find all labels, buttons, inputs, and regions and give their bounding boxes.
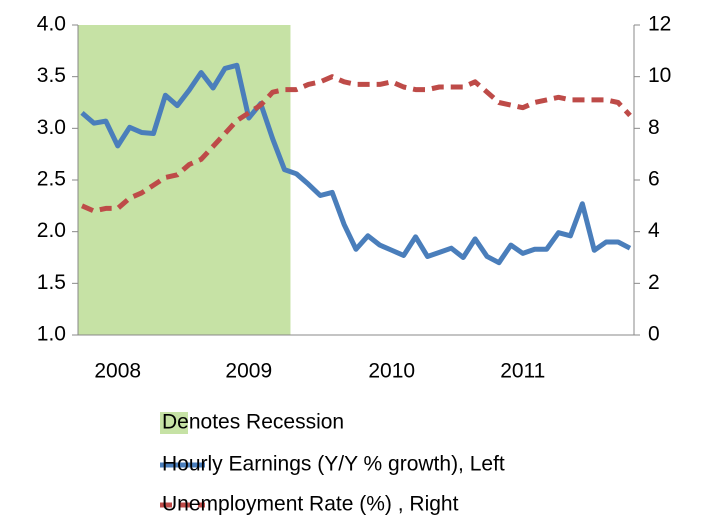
y2-tick-label: 2 bbox=[648, 271, 660, 294]
y-tick-label: 2.5 bbox=[37, 168, 66, 191]
legend-label: Hourly Earnings (Y/Y % growth), Left bbox=[162, 453, 505, 476]
x-tick-label: 2008 bbox=[94, 360, 141, 383]
y2-tick-label: 12 bbox=[648, 13, 671, 36]
recession-band bbox=[78, 25, 291, 335]
y-tick-label: 4.0 bbox=[37, 13, 66, 36]
y-tick-label: 1.0 bbox=[37, 323, 66, 346]
legend-label: Denotes Recession bbox=[162, 411, 344, 434]
legend-swatch bbox=[160, 412, 188, 434]
y-tick-label: 1.5 bbox=[37, 271, 66, 294]
y-tick-label: 2.0 bbox=[37, 219, 66, 242]
y2-tick-label: 6 bbox=[648, 168, 660, 191]
legend-label: Unemployment Rate (%) , Right bbox=[162, 493, 459, 516]
y2-tick-label: 4 bbox=[648, 219, 660, 242]
y-tick-label: 3.0 bbox=[37, 116, 66, 139]
y2-tick-label: 8 bbox=[648, 116, 660, 139]
y-tick-label: 3.5 bbox=[37, 64, 66, 87]
y2-tick-label: 10 bbox=[648, 64, 671, 87]
x-tick-label: 2009 bbox=[225, 360, 272, 383]
x-tick-label: 2011 bbox=[500, 360, 545, 383]
series-line bbox=[81, 74, 632, 214]
series-line bbox=[80, 62, 632, 266]
y2-tick-label: 0 bbox=[648, 323, 660, 346]
x-tick-label: 2010 bbox=[368, 360, 415, 383]
